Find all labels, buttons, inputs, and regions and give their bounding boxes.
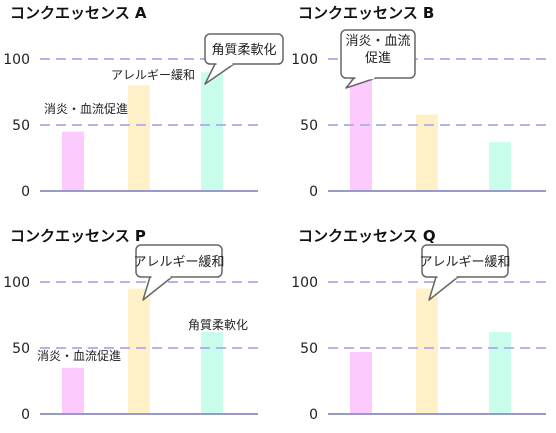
chart-title: コンクエッセンス P xyxy=(10,227,146,245)
y-tick-label: 50 xyxy=(12,341,30,357)
y-tick-label: 100 xyxy=(291,52,318,68)
callout-box xyxy=(340,29,416,79)
chart-title: コンクエッセンス B xyxy=(298,4,434,22)
bar xyxy=(128,85,150,191)
bar xyxy=(416,288,438,414)
bar xyxy=(416,114,438,191)
callout-box xyxy=(421,244,509,278)
bar xyxy=(201,332,223,414)
bar xyxy=(489,142,511,191)
bar xyxy=(489,332,511,414)
callout-tail xyxy=(142,276,173,301)
chart-panel: コンクエッセンス P 0 50 100 消炎・血流促進 角質柔軟化 アレルギー緩和 xyxy=(3,227,258,423)
y-tick-label: 50 xyxy=(12,118,30,134)
y-tick-label: 0 xyxy=(21,184,30,200)
y-tick-label: 50 xyxy=(300,341,318,357)
y-tick-label: 50 xyxy=(300,118,318,134)
y-tick-label: 100 xyxy=(3,52,30,68)
bar xyxy=(350,351,372,414)
y-tick-label: 0 xyxy=(21,407,30,423)
callout-label: 促進 xyxy=(365,51,391,66)
callout-label: 角質柔軟化 xyxy=(211,42,276,58)
y-tick-label: 100 xyxy=(291,275,318,291)
chart-panel: コンクエッセンス B050100アレルギー緩和角質柔軟化消炎・血流促進 xyxy=(291,4,546,200)
chart-title: コンクエッセンス Q xyxy=(298,227,436,245)
callout: 角質柔軟化 xyxy=(204,33,284,85)
callout-box xyxy=(135,244,223,278)
callout-box xyxy=(204,33,284,65)
bar xyxy=(201,72,223,191)
callout-tail xyxy=(428,276,459,301)
y-tick-label: 0 xyxy=(309,407,318,423)
callout-label: アレルギー緩和 xyxy=(133,255,224,270)
bar xyxy=(350,61,372,191)
bar xyxy=(62,367,84,414)
callout: アレルギー緩和 xyxy=(419,244,511,301)
callout-label: アレルギー緩和 xyxy=(419,255,510,270)
chart-panel: コンクエッセンス A 0 50 100 消炎・血流促進 アレルギー緩和 角質柔軟化 xyxy=(3,4,284,200)
chart-title: コンクエッセンス A xyxy=(10,4,147,22)
callout: アレルギー緩和 xyxy=(133,244,225,301)
category-label: 消炎・血流促進 xyxy=(44,102,128,116)
category-label: 角質柔軟化 xyxy=(188,317,248,332)
callout: 消炎・血流促進 xyxy=(340,29,416,89)
y-tick-label: 0 xyxy=(309,184,318,200)
category-label: アレルギー緩和 xyxy=(111,68,195,82)
bar xyxy=(62,131,84,191)
y-tick-label: 100 xyxy=(3,275,30,291)
category-label: 消炎・血流促進 xyxy=(37,349,121,363)
callout-label: 消炎・血流 xyxy=(345,34,410,49)
bar xyxy=(128,288,150,414)
